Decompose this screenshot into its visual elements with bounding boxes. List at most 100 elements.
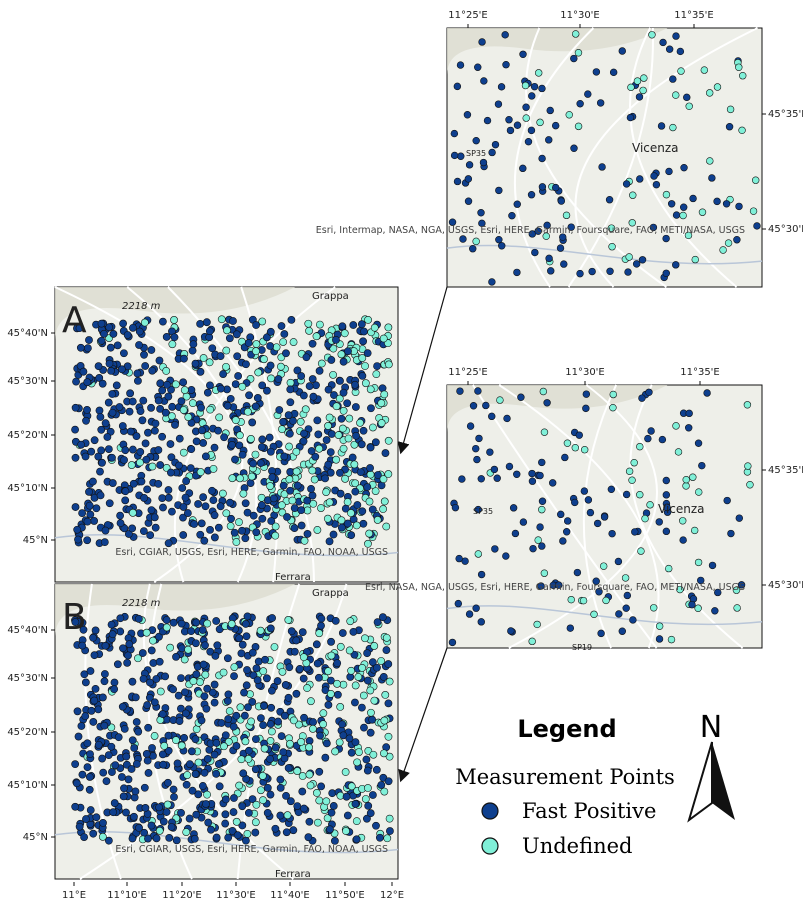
measurement-point [278,322,285,329]
measurement-point [252,736,259,743]
measurement-point [204,432,211,439]
measurement-point [314,526,321,533]
measurement-point [72,761,79,768]
measurement-point [217,385,224,392]
measurement-point [233,538,240,545]
measurement-point [91,697,98,704]
measurement-point [132,788,139,795]
measurement-point [337,643,344,650]
measurement-point [266,434,273,441]
measurement-point [149,637,156,644]
measurement-point [514,122,521,129]
measurement-point [547,267,554,274]
measurement-point [474,64,481,71]
measurement-point [170,316,177,323]
measurement-point [155,804,162,811]
measurement-point [142,440,149,447]
measurement-point [325,461,332,468]
measurement-point [148,506,155,513]
measurement-point [385,733,392,740]
measurement-point [102,420,109,427]
measurement-point [380,505,387,512]
measurement-point [326,538,333,545]
measurement-point [189,347,196,354]
measurement-point [234,353,241,360]
measurement-point [211,681,218,688]
measurement-point [82,713,89,720]
measurement-point [537,119,544,126]
measurement-point [385,437,392,444]
measurement-point [323,436,330,443]
measurement-point [183,477,190,484]
measurement-point [494,475,501,482]
measurement-point [282,681,289,688]
measurement-point [507,628,514,635]
measurement-point [599,164,606,171]
measurement-point [101,678,108,685]
measurement-point [352,488,359,495]
measurement-point [510,504,517,511]
measurement-point [383,634,390,641]
measurement-point [268,704,275,711]
measurement-point [243,633,250,640]
measurement-point [733,236,740,243]
measurement-point [120,785,127,792]
measurement-point [523,104,530,111]
lon-tick-label: 11°25'E [448,10,488,21]
measurement-point [385,660,392,667]
measurement-point [478,571,485,578]
measurement-point [535,537,542,544]
measurement-point [267,625,274,632]
measurement-point [103,778,110,785]
measurement-point [351,461,358,468]
measurement-point [163,808,170,815]
measurement-point [183,828,190,835]
measurement-point [278,502,285,509]
measurement-point [186,761,193,768]
measurement-point [285,764,292,771]
measurement-point [340,358,347,365]
measurement-point [506,463,513,470]
measurement-point [720,247,727,254]
measurement-point [582,405,589,412]
measurement-point [313,333,320,340]
measurement-point [352,739,359,746]
measurement-point [259,797,266,804]
measurement-point [359,338,366,345]
lon-tick-label: 11°30'E [216,890,256,901]
panel-label: B [62,597,87,638]
lon-tick-label: 11°40'E [270,890,310,901]
lon-tick-label: 11°35'E [674,10,714,21]
measurement-point [317,622,324,629]
measurement-point [201,769,208,776]
measurement-point [677,48,684,55]
measurement-point [600,563,607,570]
measurement-point [167,440,174,447]
measurement-point [338,351,345,358]
measurement-point [144,757,151,764]
measurement-point [263,675,270,682]
measurement-point [121,725,128,732]
measurement-point [147,404,154,411]
measurement-point [361,635,368,642]
measurement-point [373,766,380,773]
place-label: Grappa [312,291,349,302]
measurement-point [529,470,536,477]
measurement-point [233,712,240,719]
measurement-point [104,433,111,440]
measurement-point [625,269,632,276]
measurement-point [163,381,170,388]
panel-label: A [62,300,87,341]
measurement-point [185,413,192,420]
measurement-point [167,469,174,476]
measurement-point [706,158,713,165]
measurement-point [139,417,146,424]
measurement-point [309,340,316,347]
measurement-point [673,212,680,219]
lat-tick-label: 45°30'N [7,673,48,684]
measurement-point [291,505,298,512]
measurement-point [383,523,390,530]
legend-marker [482,803,498,819]
measurement-point [261,745,268,752]
measurement-point [105,445,112,452]
